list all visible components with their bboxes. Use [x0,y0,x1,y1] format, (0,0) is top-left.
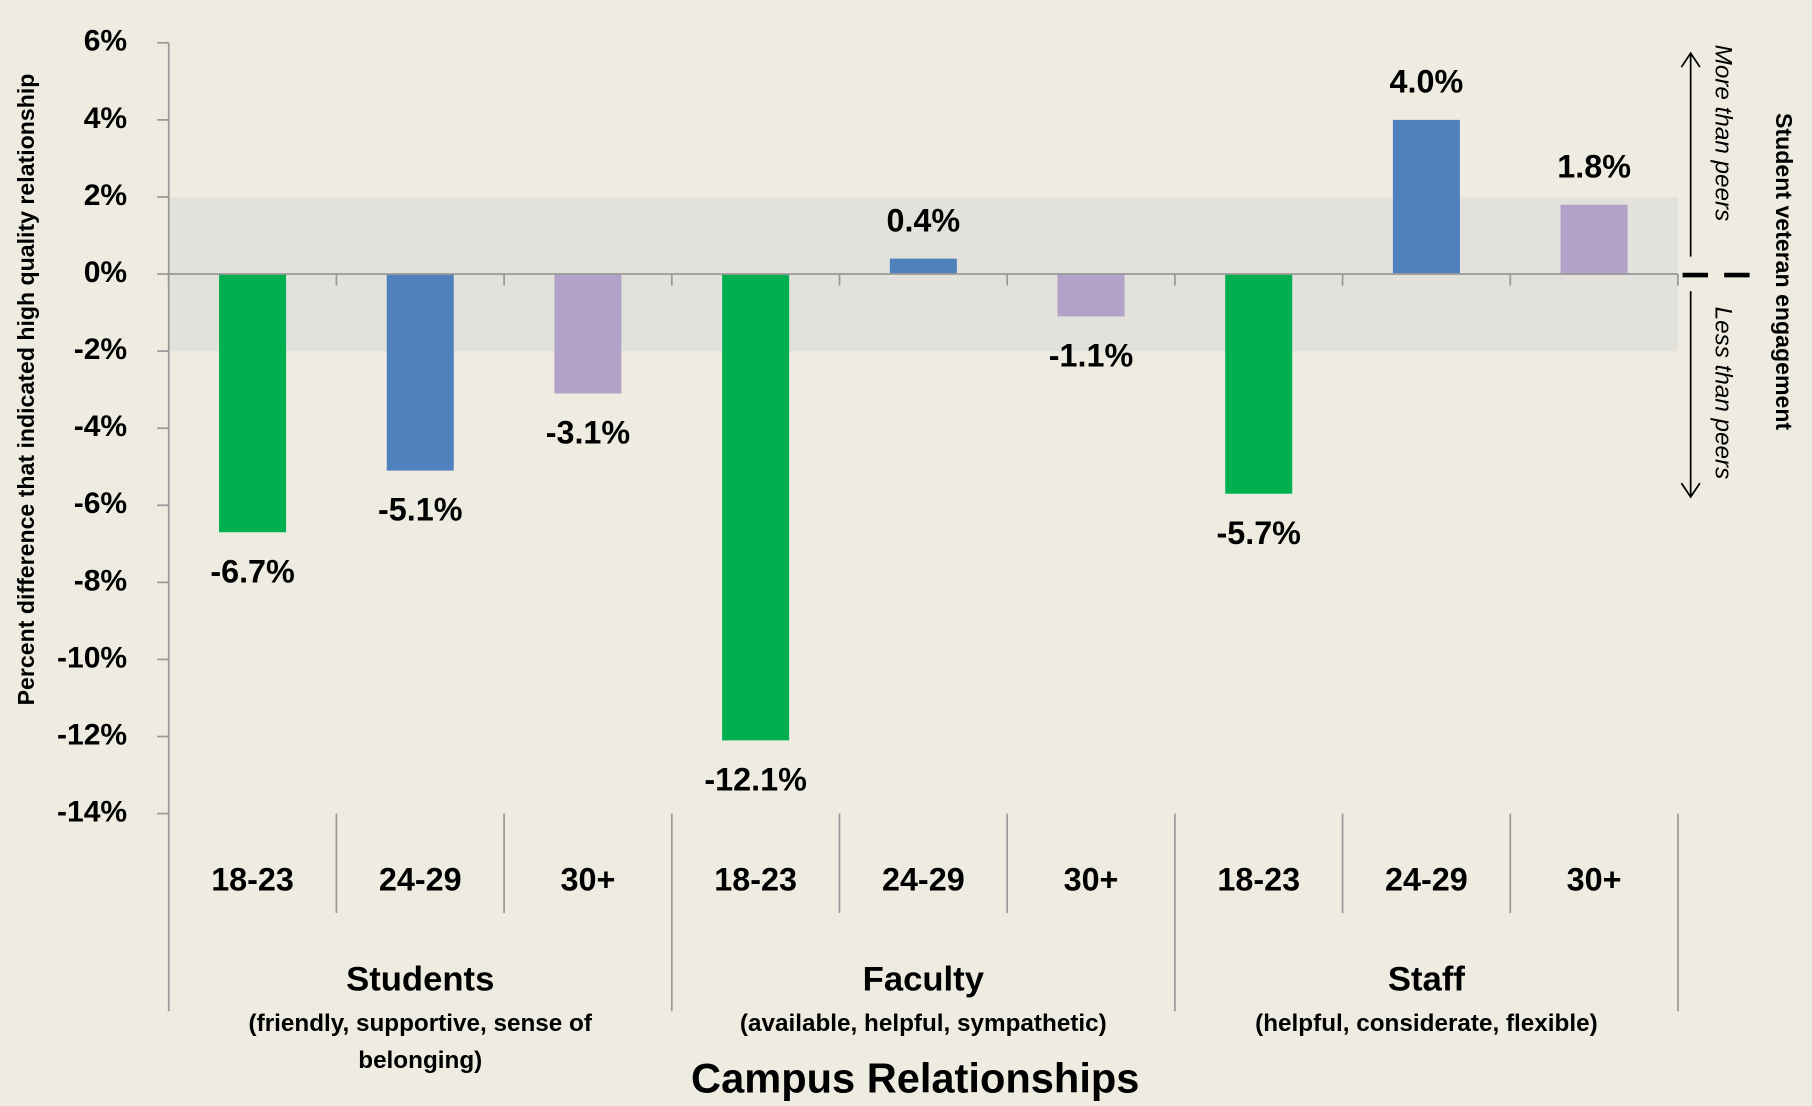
x-tick-label: 30+ [1064,861,1119,897]
y-tick-label: 2% [84,179,127,212]
group-label: Students [346,960,494,998]
value-label: -12.1% [704,762,806,798]
bar [1560,204,1628,275]
y-tick-label: -6% [74,487,127,520]
group-sublabel-box: (helpful, considerate, flexible) [1255,1010,1598,1037]
direction-arrows [1680,51,1757,499]
bar [722,274,790,741]
group-sublabel-box: (friendly, supportive, sense of belongin… [248,1010,592,1074]
value-label: -5.7% [1216,515,1301,551]
y-tick-label: 0% [84,256,127,289]
value-label: -1.1% [1049,338,1133,374]
x-tick-label: 18-23 [211,861,294,897]
x-tick-label: 24-29 [379,861,462,897]
x-tick-label: 24-29 [882,861,965,897]
group-sublabel: (helpful, considerate, flexible) [1255,1010,1598,1037]
group-sublabel-box: (available, helpful, sympathetic) [739,1010,1107,1037]
group-label: Faculty [863,960,985,998]
group-sublabel: (friendly, supportive, sense of belongin… [248,1010,592,1074]
bar [554,274,622,394]
value-label: 4.0% [1390,64,1464,100]
y-tick-label: -4% [74,410,127,443]
group-label: Staff [1388,960,1465,998]
x-tick-label: 30+ [1567,861,1622,897]
bar [1392,119,1460,275]
down-label: Less than peers [1709,307,1736,480]
value-label: -6.7% [210,553,294,589]
x-tick-label: 30+ [561,861,616,897]
value-label: 0.4% [886,202,960,238]
value-label: 1.8% [1557,148,1631,184]
x-tick-label: 18-23 [1217,861,1300,897]
up-label: More than peers [1709,45,1736,222]
bar [386,274,454,471]
value-label: -3.1% [546,415,630,451]
y-tick-label: -8% [74,564,127,597]
x-tick-label: 18-23 [714,861,797,897]
bar [1057,274,1125,317]
x-tick-label: 24-29 [1385,861,1468,897]
y-tick-label: -12% [57,718,127,751]
y-tick-label: -14% [57,796,127,829]
bar [1225,274,1293,494]
y-axis-label: Percent difference that indicated high q… [13,74,39,706]
side-label: Student veteran engagement [1771,113,1797,430]
y-tick-label: -2% [74,333,127,366]
x-axis-label: Campus Relationships [691,1055,1139,1102]
group-sublabel: (available, helpful, sympathetic) [739,1010,1107,1037]
y-tick-label: 4% [84,102,127,135]
value-label: -5.1% [378,492,462,528]
bar [219,274,287,533]
y-tick-label: -10% [57,641,127,674]
y-tick-label: 6% [84,25,127,58]
bar [889,258,957,275]
